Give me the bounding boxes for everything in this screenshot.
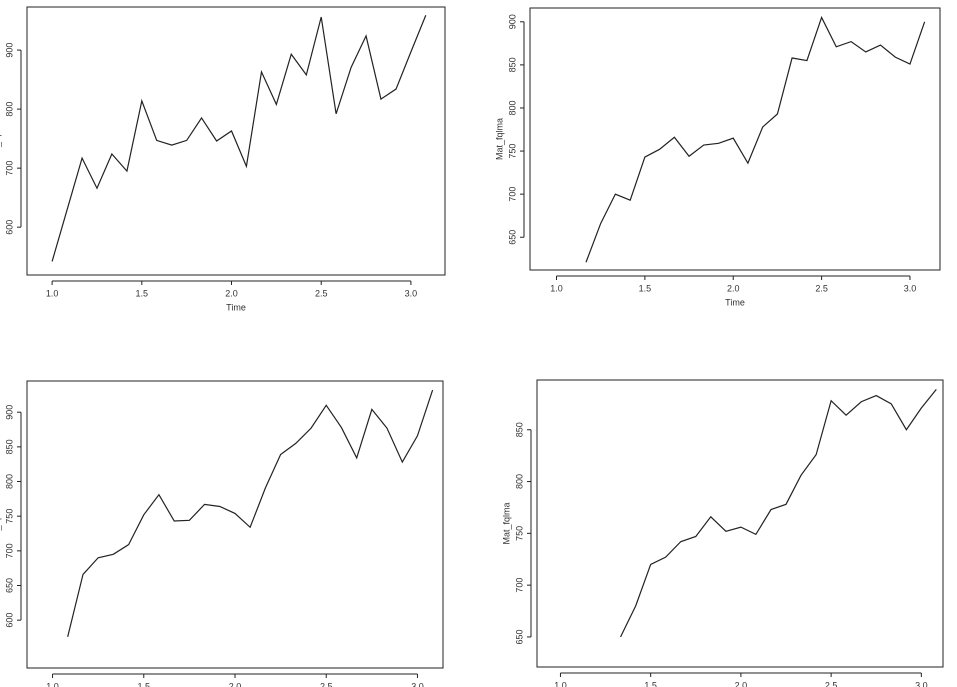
- y-tick-label: 800: [4, 474, 14, 489]
- y-tick-label: 850: [514, 422, 524, 437]
- y-tick-label: 700: [4, 543, 14, 558]
- y-axis-label: Mat_fqlma: [0, 120, 1, 162]
- plot-frame: [529, 7, 941, 271]
- y-tick-label: 750: [4, 509, 14, 524]
- x-tick-label: 1.0: [46, 681, 59, 687]
- y-tick-label: 650: [4, 578, 14, 593]
- x-tick-label: 1.0: [550, 283, 563, 293]
- y-tick-label: 900: [507, 14, 517, 29]
- data-line: [51, 15, 427, 262]
- y-tick-label: 800: [507, 100, 517, 115]
- y-tick-label: 700: [4, 161, 14, 176]
- x-axis-label: Time: [226, 302, 246, 312]
- y-tick-label: 750: [507, 144, 517, 159]
- y-axis-label: Mat_fqlma: [501, 502, 511, 544]
- y-tick-label: 750: [514, 526, 524, 541]
- data-line: [585, 15, 926, 263]
- x-tick-label: 3.0: [915, 680, 928, 687]
- x-tick-label: 3.0: [411, 681, 424, 687]
- x-tick-label: 1.5: [136, 288, 149, 298]
- x-tick-label: 1.0: [554, 680, 567, 687]
- y-tick-label: 600: [4, 220, 14, 235]
- y-tick-label: 700: [507, 187, 517, 202]
- y-axis-label: Mat_fqlma: [494, 118, 504, 160]
- x-tick-label: 2.5: [320, 681, 333, 687]
- data-line: [620, 388, 937, 638]
- x-tick-label: 2.0: [735, 680, 748, 687]
- x-tick-label: 2.5: [825, 680, 838, 687]
- y-tick-label: 900: [4, 405, 14, 420]
- plot-frame: [536, 379, 944, 668]
- x-tick-label: 3.0: [405, 288, 418, 298]
- y-tick-label: 900: [4, 43, 14, 58]
- x-tick-label: 1.5: [138, 681, 151, 687]
- y-tick-label: 850: [4, 439, 14, 454]
- y-tick-label: 850: [507, 57, 517, 72]
- plot-frame: [26, 6, 446, 276]
- plot-frame: [26, 380, 444, 669]
- x-tick-label: 1.5: [644, 680, 657, 687]
- x-tick-label: 2.5: [315, 288, 328, 298]
- x-tick-label: 2.0: [229, 681, 242, 687]
- y-tick-label: 800: [4, 102, 14, 117]
- x-tick-label: 2.0: [225, 288, 238, 298]
- x-tick-label: 3.0: [904, 283, 917, 293]
- y-tick-label: 650: [507, 230, 517, 245]
- y-tick-label: 700: [514, 578, 524, 593]
- y-tick-label: 650: [514, 629, 524, 644]
- x-tick-label: 2.0: [727, 283, 740, 293]
- x-tick-label: 1.5: [639, 283, 652, 293]
- data-line: [67, 389, 434, 637]
- y-tick-label: 600: [4, 613, 14, 628]
- x-axis-label: Time: [725, 297, 745, 307]
- x-tick-label: 2.5: [815, 283, 828, 293]
- y-tick-label: 800: [514, 474, 524, 489]
- x-tick-label: 1.0: [46, 288, 59, 298]
- y-axis-label: Mat_fqlma: [0, 503, 1, 545]
